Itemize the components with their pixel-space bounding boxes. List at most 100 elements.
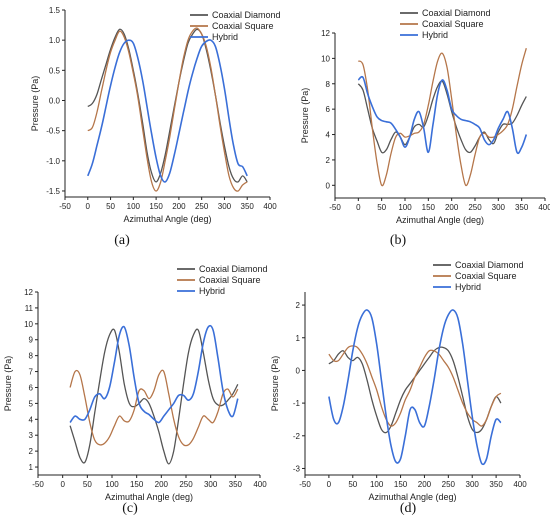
x-tick-label: 50 <box>377 203 386 212</box>
x-tick-label: 300 <box>218 202 232 211</box>
x-tick-label: 200 <box>172 202 186 211</box>
legend-entry: Hybrid <box>455 282 481 292</box>
y-tick-label: -1.5 <box>46 187 60 196</box>
y-tick-label: 1 <box>29 463 34 472</box>
y-tick-label: 0.0 <box>49 96 61 105</box>
y-tick-label: 2 <box>326 156 331 165</box>
chart-panel-a: -50 0 50 100 150 200 250 300 350 400 -1.5 -1.0 -0.5 0… <box>30 6 281 248</box>
x-tick-label: 50 <box>83 480 92 489</box>
legend-entry: Hybrid <box>422 30 448 40</box>
x-tick-label: 50 <box>348 480 357 489</box>
x-tick-label: 300 <box>204 480 218 489</box>
x-axis-label: Azimuthal Angle (deg) <box>396 215 484 225</box>
x-tick-label: -50 <box>299 480 311 489</box>
x-tick-label: -50 <box>59 202 71 211</box>
y-tick-label: -1.0 <box>46 157 60 166</box>
x-tick-label: 100 <box>127 202 141 211</box>
panel-caption: (b) <box>390 233 407 248</box>
chart-panel-c: -50 0 50 100 150 200 250 300 350 4001234567891011… <box>3 264 268 516</box>
legend-entry: Coaxial Square <box>422 19 484 29</box>
legend-entry: Coaxial Diamond <box>422 8 491 18</box>
x-tick-label: 350 <box>241 202 255 211</box>
x-tick-label: 350 <box>229 480 243 489</box>
x-tick-label: 200 <box>155 480 169 489</box>
y-tick-label: -0.5 <box>46 127 60 136</box>
x-tick-label: 150 <box>149 202 163 211</box>
y-tick-label: 8 <box>29 352 34 361</box>
y-tick-label: -3 <box>293 464 301 473</box>
legend-entry: Hybrid <box>212 32 238 42</box>
y-axis-label: Pressure (Pa) <box>30 76 40 132</box>
x-tick-label: 200 <box>445 203 459 212</box>
x-tick-label: 0 <box>86 202 91 211</box>
y-tick-label: 12 <box>321 29 330 38</box>
y-axis-label: Pressure (Pa) <box>3 356 13 412</box>
x-tick-label: 250 <box>195 202 209 211</box>
x-tick-label: 400 <box>538 203 550 212</box>
x-tick-label: -50 <box>329 203 341 212</box>
x-tick-label: 250 <box>179 480 193 489</box>
y-tick-label: 10 <box>321 54 330 63</box>
x-tick-label: 400 <box>513 480 527 489</box>
x-axis-label: Azimuthal Angle (deg) <box>105 492 193 502</box>
legend-entry: Coaxial Square <box>212 21 274 31</box>
x-tick-label: 100 <box>105 480 119 489</box>
y-tick-label: 11 <box>25 304 34 313</box>
y-tick-label: 2 <box>296 301 301 310</box>
x-tick-label: 0 <box>60 480 65 489</box>
y-tick-label: 1.5 <box>49 6 61 15</box>
y-tick-label: 4 <box>326 131 331 140</box>
y-axis-label: Pressure (Pa) <box>300 88 310 144</box>
x-tick-label: 400 <box>253 480 267 489</box>
legend-entry: Coaxial Diamond <box>199 264 268 274</box>
series-line-coaxial-diamond <box>69 328 239 465</box>
x-tick-label: 350 <box>515 203 529 212</box>
legend-entry: Hybrid <box>199 286 225 296</box>
x-tick-label: 0 <box>327 480 332 489</box>
y-tick-label: 7 <box>29 368 34 377</box>
x-tick-label: 0 <box>356 203 361 212</box>
x-tick-label: 400 <box>263 202 277 211</box>
panel-caption: (d) <box>400 501 417 516</box>
y-tick-label: 4 <box>29 415 34 424</box>
series-line-coaxial-square <box>69 369 239 447</box>
legend-entry: Coaxial Diamond <box>455 260 524 270</box>
y-axis-label: Pressure (Pa) <box>270 356 280 412</box>
x-tick-label: 300 <box>492 203 506 212</box>
x-tick-label: 250 <box>442 480 456 489</box>
series-line-coaxial-diamond <box>328 346 502 434</box>
x-tick-label: 150 <box>394 480 408 489</box>
x-axis-label: Azimuthal Angle (deg) <box>368 492 456 502</box>
y-tick-label: 0.5 <box>49 66 61 75</box>
x-tick-label: 300 <box>466 480 480 489</box>
x-tick-label: 100 <box>398 203 412 212</box>
x-tick-label: 250 <box>468 203 482 212</box>
series-line-hybrid <box>357 75 528 155</box>
x-tick-label: 350 <box>489 480 503 489</box>
series-line-coaxial-square <box>328 345 502 427</box>
y-tick-label: 1 <box>296 334 301 343</box>
x-axis-label: Azimuthal Angle (deg) <box>123 214 211 224</box>
x-tick-label: 150 <box>422 203 436 212</box>
y-tick-label: -1 <box>293 399 301 408</box>
chart-panel-b: -50 0 50 100 150 200 250 300 350 400 0 2 4 6 8 10 12 Azim… <box>300 8 550 248</box>
y-tick-label: 2 <box>29 447 34 456</box>
x-tick-label: 100 <box>370 480 384 489</box>
legend-entry: Coaxial Square <box>199 275 261 285</box>
y-tick-label: 6 <box>29 383 34 392</box>
y-tick-label: 3 <box>29 431 34 440</box>
legend-entry: Coaxial Square <box>455 271 517 281</box>
series-line-coaxial-diamond <box>87 28 248 183</box>
y-tick-label: 10 <box>24 320 33 329</box>
panel-caption: (a) <box>114 233 130 248</box>
series-line-coaxial-diamond <box>357 80 527 154</box>
y-tick-label: 12 <box>24 288 33 297</box>
y-tick-label: 9 <box>29 336 34 345</box>
x-tick-label: 50 <box>106 202 115 211</box>
series-line-hybrid <box>328 309 502 466</box>
x-tick-label: 200 <box>418 480 432 489</box>
